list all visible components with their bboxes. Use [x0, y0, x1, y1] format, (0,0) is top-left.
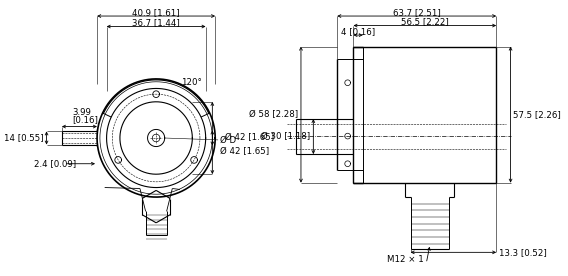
Text: 2.4 [0.09]: 2.4 [0.09] — [34, 159, 76, 168]
Text: 57.5 [2.26]: 57.5 [2.26] — [513, 110, 561, 119]
Text: 63.7 [2.51]: 63.7 [2.51] — [393, 8, 441, 17]
Text: 56.5 [2.22]: 56.5 [2.22] — [401, 17, 449, 26]
Text: Ø 30 [1.18]: Ø 30 [1.18] — [261, 132, 311, 141]
Text: Ø D: Ø D — [220, 136, 236, 144]
Text: Ø 58 [2.28]: Ø 58 [2.28] — [249, 110, 298, 119]
Text: Ø 42 [1.65]: Ø 42 [1.65] — [220, 147, 269, 156]
Text: Ø 42 [1.65]: Ø 42 [1.65] — [225, 134, 274, 142]
Text: [0.16]: [0.16] — [72, 115, 98, 124]
Text: 4 [0.16]: 4 [0.16] — [341, 27, 375, 36]
Text: 120°: 120° — [181, 78, 202, 87]
Text: M12 × 1: M12 × 1 — [387, 254, 424, 264]
Text: 36.7 [1.44]: 36.7 [1.44] — [132, 18, 180, 27]
Text: 14 [0.55]: 14 [0.55] — [4, 134, 44, 142]
Text: 40.9 [1.61]: 40.9 [1.61] — [132, 8, 180, 17]
Text: 13.3 [0.52]: 13.3 [0.52] — [499, 248, 547, 257]
Text: 3.99: 3.99 — [72, 108, 91, 117]
